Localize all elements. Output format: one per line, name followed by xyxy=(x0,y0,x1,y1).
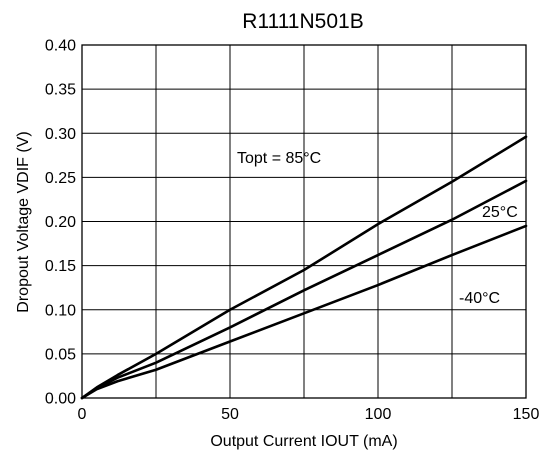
y-tick-label: 0.30 xyxy=(45,126,76,143)
series-line-85c xyxy=(80,135,528,400)
chart-title: R1111N501B xyxy=(242,10,363,33)
y-tick-label: 0.40 xyxy=(45,38,76,55)
y-tick-label: 0.05 xyxy=(45,346,76,363)
y-tick-label: 0.35 xyxy=(45,82,76,99)
plot-frame xyxy=(81,44,527,399)
y-tick-label: 0.20 xyxy=(45,214,76,231)
x-tick-label: 50 xyxy=(221,406,239,423)
series-line-25c xyxy=(80,179,528,400)
x-axis-label: Output Current IOUT (mA) xyxy=(210,433,397,450)
y-tick-label: 0.00 xyxy=(45,391,76,408)
y-tick-label: 0.25 xyxy=(45,170,76,187)
series-line-minus40c xyxy=(80,224,528,400)
grid xyxy=(81,44,527,399)
x-tick-label: 150 xyxy=(513,406,540,423)
y-tick-labels: 0.00 0.05 0.10 0.15 0.20 0.25 0.30 0.35 0.40 xyxy=(45,38,76,408)
annotation-minus40c: -40°C xyxy=(459,290,500,307)
y-axis-label: Dropout Voltage VDIF (V) xyxy=(15,131,32,312)
x-tick-label: 0 xyxy=(78,406,87,423)
annotation-85c: Topt = 85°C xyxy=(237,150,321,167)
series-lines xyxy=(80,135,528,400)
y-tick-label: 0.15 xyxy=(45,258,76,275)
y-tick-label: 0.10 xyxy=(45,302,76,319)
annotation-25c: 25°C xyxy=(482,204,518,221)
x-tick-label: 100 xyxy=(365,406,392,423)
x-tick-labels: 0 50 100 150 xyxy=(78,406,540,423)
